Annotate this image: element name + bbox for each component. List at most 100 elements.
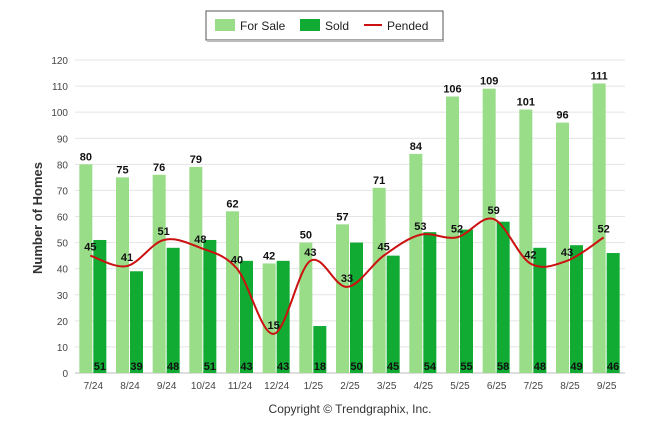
x-tick-label: 11/24 [228, 381, 253, 392]
data-labels: 80 51 75 39 76 48 79 51 62 43 42 43 50 18 57 50 71 45 84 54… [80, 70, 620, 373]
bar-for-sale [519, 109, 533, 373]
label-pended: 40 [231, 255, 243, 267]
label-pended: 42 [524, 249, 536, 261]
y-tick-label: 20 [57, 317, 69, 328]
x-tick-label: 9/24 [157, 381, 177, 392]
x-tick-label: 5/25 [450, 381, 470, 392]
label-for-sale: 71 [373, 175, 385, 187]
y-axis: 0 10 20 30 40 50 60 70 80 90 100 110 120 [51, 56, 68, 380]
label-pended: 52 [451, 223, 463, 235]
label-pended: 15 [268, 320, 280, 332]
label-pended: 33 [341, 273, 353, 285]
bar-sold [423, 232, 437, 373]
y-tick-label: 70 [57, 186, 69, 197]
y-tick-label: 120 [51, 56, 68, 67]
y-axis-label: Number of Homes [30, 162, 45, 274]
x-tick-label: 4/25 [414, 381, 434, 392]
label-pended: 59 [488, 205, 500, 217]
label-sold: 39 [130, 361, 142, 373]
bar-sold [533, 247, 547, 373]
y-tick-label: 50 [57, 239, 69, 250]
copyright-footer: Copyright © Trendgraphix, Inc. [269, 402, 432, 416]
label-for-sale: 106 [443, 84, 461, 96]
y-tick-label: 0 [62, 369, 68, 380]
label-for-sale: 75 [116, 164, 128, 176]
y-tick-label: 80 [57, 160, 69, 171]
label-pended: 45 [378, 242, 390, 254]
label-for-sale: 109 [480, 76, 498, 88]
label-for-sale: 101 [517, 97, 535, 109]
label-for-sale: 96 [556, 110, 568, 122]
label-sold: 46 [607, 361, 619, 373]
pended-line-group [90, 217, 605, 335]
label-pended: 41 [121, 252, 133, 264]
label-sold: 43 [240, 361, 252, 373]
label-for-sale: 111 [591, 70, 608, 82]
bars [79, 83, 620, 374]
bar-for-sale [592, 83, 606, 373]
x-axis: 7/24 8/24 9/24 10/24 11/24 12/24 1/25 2/25 3/25 4… [84, 381, 617, 392]
label-pended: 51 [158, 226, 170, 238]
bar-for-sale [189, 166, 203, 373]
bar-for-sale [116, 177, 129, 373]
label-sold: 48 [534, 361, 546, 373]
x-tick-label: 7/25 [524, 381, 544, 392]
bar-for-sale [262, 263, 276, 373]
x-tick-label: 12/24 [264, 381, 289, 392]
x-tick-label: 6/25 [487, 381, 507, 392]
legend-label-sold: Sold [325, 19, 349, 33]
x-tick-label: 8/25 [560, 381, 580, 392]
y-tick-label: 30 [57, 291, 69, 302]
bar-sold [313, 326, 327, 373]
label-sold: 55 [460, 361, 472, 373]
label-for-sale: 62 [226, 198, 238, 210]
bar-sold [460, 229, 473, 373]
label-for-sale: 57 [336, 211, 348, 223]
bar-sold [276, 260, 290, 373]
label-for-sale: 84 [410, 141, 423, 153]
label-for-sale: 80 [80, 151, 92, 163]
x-tick-label: 3/25 [377, 381, 397, 392]
bar-for-sale [372, 187, 386, 373]
bar-sold [386, 255, 400, 373]
y-tick-label: 10 [57, 343, 69, 354]
label-pended: 48 [194, 234, 206, 246]
legend-swatch-sold [300, 19, 320, 31]
legend: For Sale Sold Pended [205, 10, 444, 42]
x-tick-label: 8/24 [120, 381, 140, 392]
bar-sold [166, 247, 180, 373]
bar-for-sale [336, 224, 349, 373]
label-sold: 45 [387, 361, 399, 373]
y-tick-label: 100 [51, 108, 68, 119]
bar-sold [350, 242, 363, 373]
pended-line [90, 217, 605, 335]
bar-sold [496, 221, 510, 373]
x-tick-label: 9/25 [597, 381, 617, 392]
bar-sold [130, 271, 143, 373]
label-pended: 43 [561, 247, 573, 259]
label-sold: 48 [167, 361, 179, 373]
bar-for-sale [152, 174, 166, 373]
y-tick-label: 40 [57, 265, 69, 276]
bar-for-sale [226, 211, 239, 373]
label-for-sale: 50 [300, 230, 312, 242]
label-sold: 43 [277, 361, 289, 373]
y-tick-label: 60 [57, 213, 69, 224]
legend-swatch-for-sale [215, 19, 235, 31]
bar-sold [606, 253, 620, 373]
x-tick-label: 7/24 [84, 381, 104, 392]
label-pended: 45 [84, 242, 96, 254]
bar-for-sale [482, 88, 496, 374]
bar-for-sale [446, 96, 459, 374]
bar-for-sale [556, 122, 569, 373]
label-sold: 49 [570, 361, 582, 373]
label-sold: 54 [424, 361, 437, 373]
bar-sold [93, 239, 107, 373]
bar-sold [240, 260, 253, 373]
label-for-sale: 79 [190, 154, 202, 166]
label-for-sale: 76 [153, 162, 165, 174]
label-pended: 43 [304, 247, 316, 259]
y-tick-label: 110 [52, 82, 68, 93]
label-sold: 18 [314, 361, 326, 373]
